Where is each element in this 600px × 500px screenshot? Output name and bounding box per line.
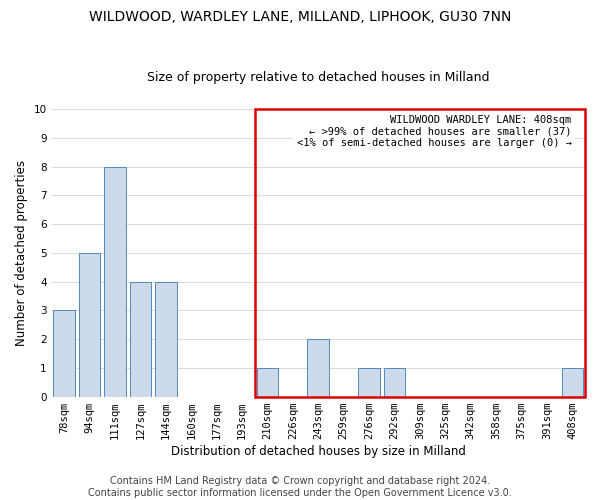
Bar [130,282,151,397]
Text: Contains HM Land Registry data © Crown copyright and database right 2024.
Contai: Contains HM Land Registry data © Crown c… [88,476,512,498]
Bar [307,339,329,396]
Bar [79,253,100,396]
Bar [104,166,126,396]
Bar [255,110,585,397]
Bar [53,310,75,396]
Bar [383,368,405,396]
Bar [257,368,278,396]
Bar [358,368,380,396]
Text: WILDWOOD WARDLEY LANE: 408sqm
← >99% of detached houses are smaller (37)
<1% of : WILDWOOD WARDLEY LANE: 408sqm ← >99% of … [296,115,572,148]
Bar [155,282,176,397]
X-axis label: Distribution of detached houses by size in Milland: Distribution of detached houses by size … [171,444,466,458]
Bar [562,368,583,396]
Y-axis label: Number of detached properties: Number of detached properties [15,160,28,346]
Text: WILDWOOD, WARDLEY LANE, MILLAND, LIPHOOK, GU30 7NN: WILDWOOD, WARDLEY LANE, MILLAND, LIPHOOK… [89,10,511,24]
Title: Size of property relative to detached houses in Milland: Size of property relative to detached ho… [147,72,490,85]
